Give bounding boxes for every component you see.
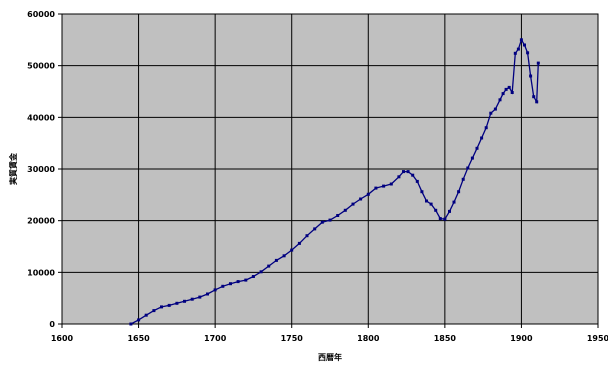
data-point	[498, 98, 502, 102]
y-tick-label: 10000	[27, 268, 55, 277]
data-point	[425, 199, 428, 203]
y-tick-label: 50000	[27, 62, 55, 71]
data-point	[183, 299, 186, 303]
series-points	[129, 38, 540, 326]
data-point	[448, 209, 451, 213]
data-point	[229, 282, 232, 286]
data-point	[236, 280, 240, 284]
data-point	[489, 111, 493, 115]
x-axis-label: 西暦年	[318, 352, 342, 362]
y-axis-ticks: 0 10000 20000 30000 40000 50000 60000	[27, 10, 62, 329]
y-tick-label: 30000	[27, 165, 55, 174]
data-point	[452, 200, 456, 204]
y-axis-label: 実質賃金	[8, 152, 18, 185]
x-tick-label: 1900	[510, 334, 533, 343]
data-point	[175, 301, 179, 305]
x-tick-label: 1800	[357, 334, 380, 343]
data-point	[516, 47, 520, 51]
data-point	[507, 85, 511, 89]
data-point	[504, 87, 508, 91]
data-point	[470, 156, 474, 160]
data-point	[411, 173, 415, 177]
data-point	[351, 202, 355, 206]
data-point	[137, 318, 141, 322]
data-point	[406, 170, 410, 174]
data-point	[267, 264, 271, 268]
x-tick-label: 1950	[587, 334, 608, 343]
data-point	[251, 275, 255, 278]
data-point	[328, 218, 332, 222]
data-point	[526, 51, 530, 55]
data-point	[420, 190, 424, 194]
data-point	[144, 313, 148, 317]
data-point	[297, 241, 301, 245]
data-point	[359, 197, 363, 201]
data-point	[484, 126, 488, 130]
data-point	[480, 136, 484, 140]
x-tick-label: 1700	[204, 334, 227, 343]
data-point	[475, 146, 479, 150]
data-point	[336, 214, 340, 217]
data-point	[190, 297, 194, 301]
x-tick-label: 1600	[51, 334, 74, 343]
data-point	[493, 107, 497, 111]
data-point	[501, 92, 505, 96]
data-point	[536, 61, 540, 65]
y-tick-label: 60000	[27, 10, 55, 19]
data-point	[466, 166, 470, 170]
data-point	[167, 303, 171, 307]
data-point	[305, 234, 309, 238]
y-tick-label: 40000	[27, 113, 55, 122]
data-point	[457, 190, 461, 194]
data-point	[374, 186, 378, 190]
data-point	[320, 220, 324, 224]
data-point	[513, 51, 517, 55]
data-point	[343, 208, 347, 212]
data-point	[523, 43, 526, 47]
y-tick-label: 0	[49, 320, 55, 329]
data-point	[461, 177, 465, 181]
data-point	[290, 248, 294, 252]
data-point	[397, 175, 401, 179]
data-point	[152, 309, 156, 313]
data-point	[129, 322, 133, 326]
data-point	[366, 192, 370, 196]
x-axis-ticks: 1600 1650 1700 1750 1800 1850 1900 1950	[51, 324, 608, 343]
data-point	[259, 270, 263, 274]
x-tick-label: 1850	[434, 334, 457, 343]
data-point	[206, 292, 209, 296]
x-tick-label: 1650	[127, 334, 150, 343]
data-point	[282, 254, 286, 258]
data-point	[402, 170, 405, 174]
x-tick-label: 1750	[281, 334, 304, 343]
data-point	[415, 179, 419, 183]
data-point	[274, 258, 278, 262]
data-point	[160, 305, 163, 309]
data-point	[438, 217, 442, 221]
data-point	[429, 202, 433, 206]
data-point	[443, 217, 447, 221]
data-point	[535, 100, 539, 104]
data-point	[213, 288, 217, 292]
data-point	[244, 278, 248, 282]
data-point	[529, 74, 533, 78]
data-point	[389, 182, 393, 186]
data-point	[532, 95, 536, 99]
data-point	[198, 295, 202, 299]
y-tick-label: 20000	[27, 217, 55, 226]
data-point	[519, 38, 523, 42]
data-point	[510, 91, 514, 94]
data-point	[313, 227, 317, 231]
data-point	[382, 184, 386, 188]
data-point	[221, 284, 225, 288]
data-point	[434, 208, 438, 212]
